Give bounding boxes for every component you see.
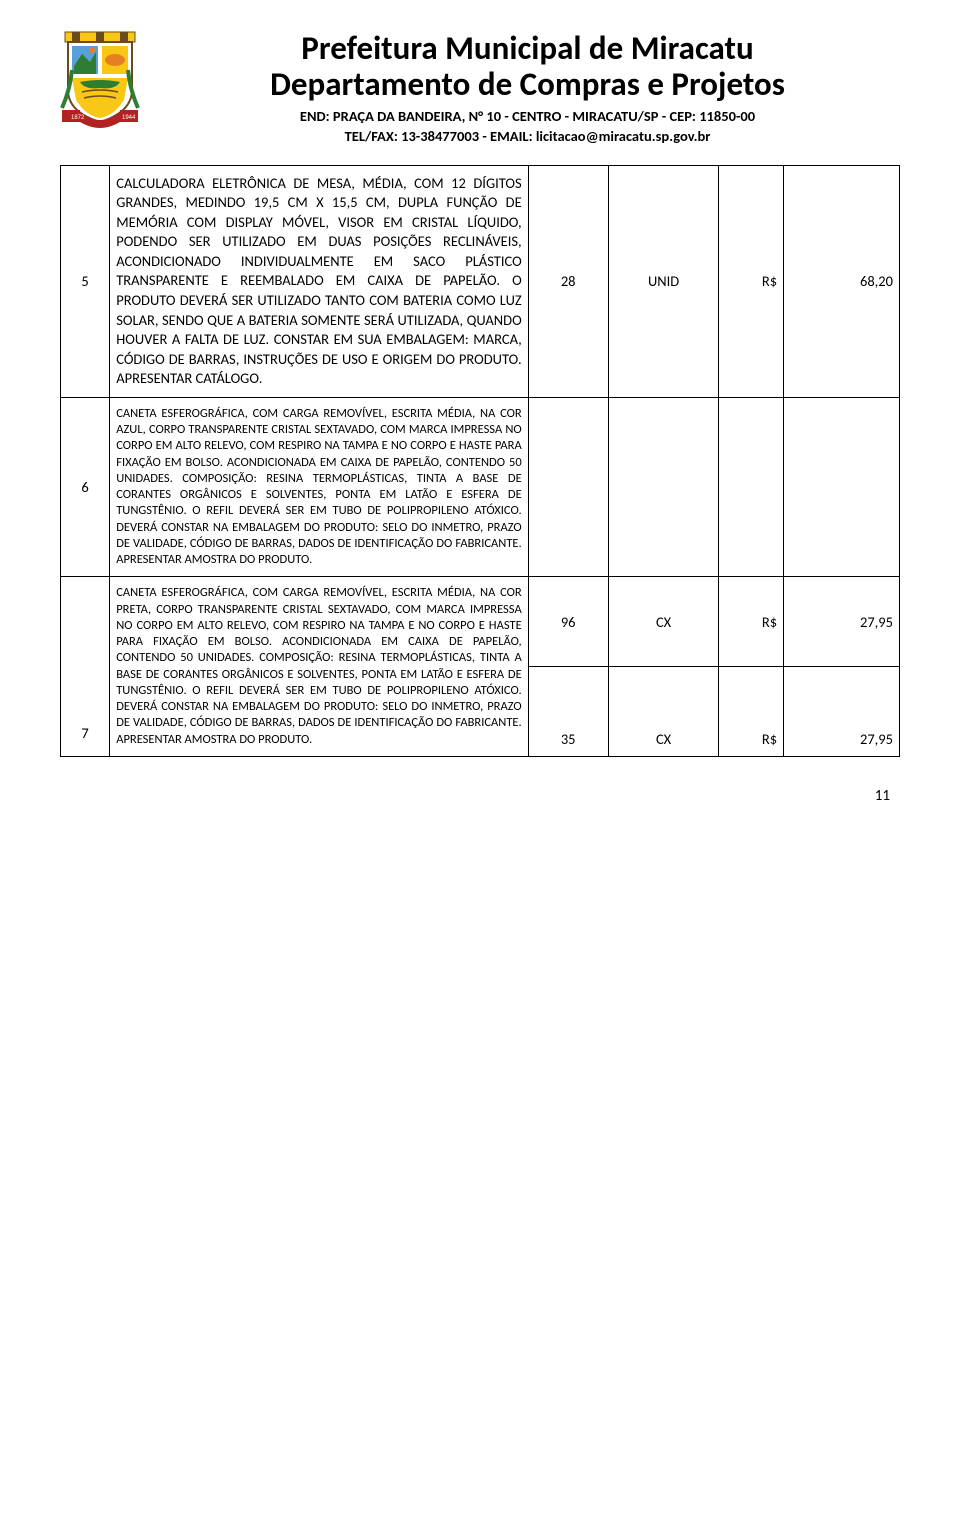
- item-number: 5: [61, 165, 110, 397]
- item-price: 27,95: [784, 577, 900, 667]
- item-unit: CX: [608, 577, 719, 667]
- header-title-line1: Prefeitura Municipal de Miracatu: [155, 30, 900, 66]
- header-contact: TEL/FAX: 13-38477003 - EMAIL: licitacao@…: [155, 127, 900, 145]
- item-description: CALCULADORA ELETRÔNICA DE MESA, MÉDIA, C…: [110, 165, 528, 397]
- item-currency: R$: [719, 667, 784, 757]
- item-unit: CX: [608, 667, 719, 757]
- table-row: 6 CANETA ESFEROGRÁFICA, COM CARGA REMOVÍ…: [61, 397, 900, 577]
- item-price: [784, 397, 900, 577]
- item-description: CANETA ESFEROGRÁFICA, COM CARGA REMOVÍVE…: [110, 577, 528, 757]
- header-title-line2: Departamento de Compras e Projetos: [155, 66, 900, 102]
- item-unit: UNID: [608, 165, 719, 397]
- table-row: 7 CANETA ESFEROGRÁFICA, COM CARGA REMOVÍ…: [61, 577, 900, 667]
- header-address: END: PRAÇA DA BANDEIRA, N° 10 - CENTRO -…: [155, 107, 900, 125]
- item-price: 27,95: [784, 667, 900, 757]
- item-qty: [528, 397, 608, 577]
- item-qty: 35: [528, 667, 608, 757]
- page: 1872 1944 Prefeitura Municipal de Miraca…: [0, 0, 960, 825]
- item-qty: 28: [528, 165, 608, 397]
- header-text-block: Prefeitura Municipal de Miracatu Departa…: [155, 30, 900, 145]
- item-currency: R$: [719, 165, 784, 397]
- svg-text:1872: 1872: [71, 115, 85, 121]
- item-description: CANETA ESFEROGRÁFICA, COM CARGA REMOVÍVE…: [110, 397, 528, 577]
- item-unit: [608, 397, 719, 577]
- svg-text:1944: 1944: [122, 115, 136, 121]
- document-header: 1872 1944 Prefeitura Municipal de Miraca…: [60, 30, 900, 145]
- item-price: 68,20: [784, 165, 900, 397]
- item-number: 6: [61, 397, 110, 577]
- item-number: 7: [61, 577, 110, 757]
- item-qty: 96: [528, 577, 608, 667]
- items-table: 5 CALCULADORA ELETRÔNICA DE MESA, MÉDIA,…: [60, 165, 900, 757]
- item-currency: [719, 397, 784, 577]
- table-row: 5 CALCULADORA ELETRÔNICA DE MESA, MÉDIA,…: [61, 165, 900, 397]
- page-number: 11: [60, 787, 900, 805]
- item-currency: R$: [719, 577, 784, 667]
- municipal-crest-icon: 1872 1944: [60, 30, 140, 130]
